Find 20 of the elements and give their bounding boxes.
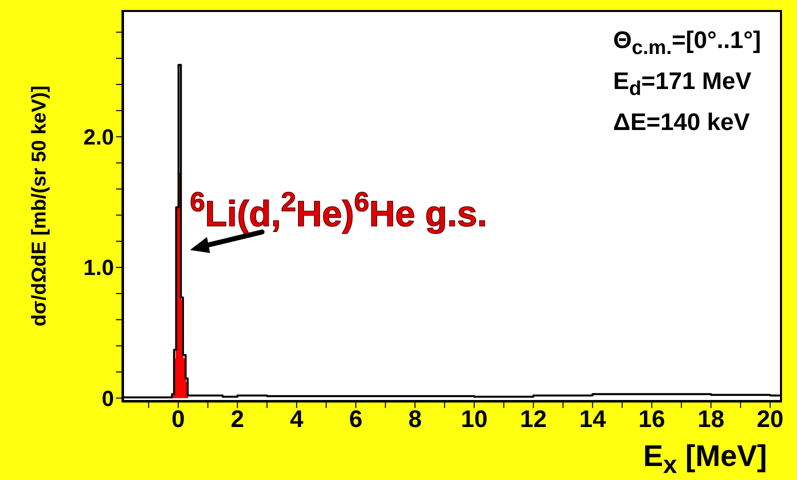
- annotation: E$_{d}$=171 MeV: [613, 66, 752, 102]
- x-tick-label: 18: [698, 406, 724, 434]
- y-tick-label: 1.0: [83, 255, 114, 280]
- annotation: ΔE=140 keV: [613, 108, 751, 138]
- x-tick-label: 20: [756, 406, 784, 434]
- x-tick-label: 2: [230, 406, 244, 434]
- y-tick-label: 2.0: [83, 124, 114, 150]
- x-tick-label: 14: [579, 406, 607, 434]
- y-axis-title: dσ/dΩdE [mb/(sr 50 keV)]: [28, 86, 52, 326]
- x-tick-label: 0: [172, 406, 185, 434]
- x-tick-label: 12: [520, 406, 547, 434]
- x-tick-label: 16: [638, 406, 666, 434]
- x-tick-label: 8: [408, 406, 422, 434]
- y-tick-label: 0: [102, 386, 114, 411]
- x-axis-title: E$_{x}$ [MeV]: [643, 440, 767, 480]
- x-tick-label: 10: [460, 406, 488, 434]
- x-tick-label: 6: [349, 406, 362, 434]
- annotation: $^{6}$Li(d,$^{2}$He)$^{6}$He g.s.: [190, 187, 488, 234]
- x-tick-label: 4: [290, 406, 304, 434]
- annotation: Θ$_{c.m.}$=[0°..1°]: [613, 26, 761, 61]
